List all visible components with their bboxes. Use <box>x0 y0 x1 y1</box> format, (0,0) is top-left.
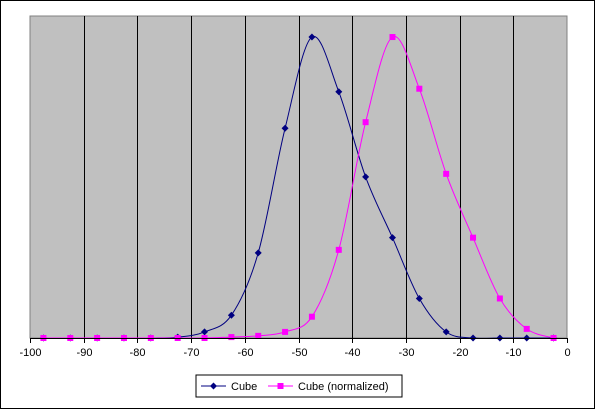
data-point-square <box>309 314 315 320</box>
data-point-square <box>336 247 342 253</box>
x-tick-label: -50 <box>292 347 308 359</box>
x-tick-label: -40 <box>345 347 361 359</box>
x-tick-label: -20 <box>453 347 469 359</box>
data-point-square <box>282 329 288 335</box>
data-point-square <box>278 383 284 389</box>
data-point-square <box>524 326 530 332</box>
x-tick-label: -30 <box>399 347 415 359</box>
data-point-square <box>497 295 503 301</box>
x-tick-label: -10 <box>506 347 522 359</box>
x-tick-label: 0 <box>564 347 570 359</box>
plot-area <box>30 16 567 338</box>
legend: Cube Cube (normalized) <box>196 375 402 397</box>
x-tick-label: -90 <box>77 347 93 359</box>
legend-label: Cube <box>231 381 257 393</box>
data-point-square <box>443 171 449 177</box>
legend-label: Cube (normalized) <box>298 381 388 393</box>
data-point-square <box>228 334 234 340</box>
data-point-square <box>363 119 369 125</box>
data-point-square <box>389 34 395 40</box>
data-point-square <box>255 333 261 339</box>
x-axis: -100 -90 -80 -70 -60 -50 -40 -30 -20 -10 0 <box>19 338 570 359</box>
x-tick-label: -60 <box>238 347 254 359</box>
data-point-square <box>470 235 476 241</box>
x-tick-label: -70 <box>184 347 200 359</box>
x-tick-label: -100 <box>19 347 41 359</box>
data-point-square <box>416 86 422 92</box>
x-tick-label: -80 <box>130 347 146 359</box>
